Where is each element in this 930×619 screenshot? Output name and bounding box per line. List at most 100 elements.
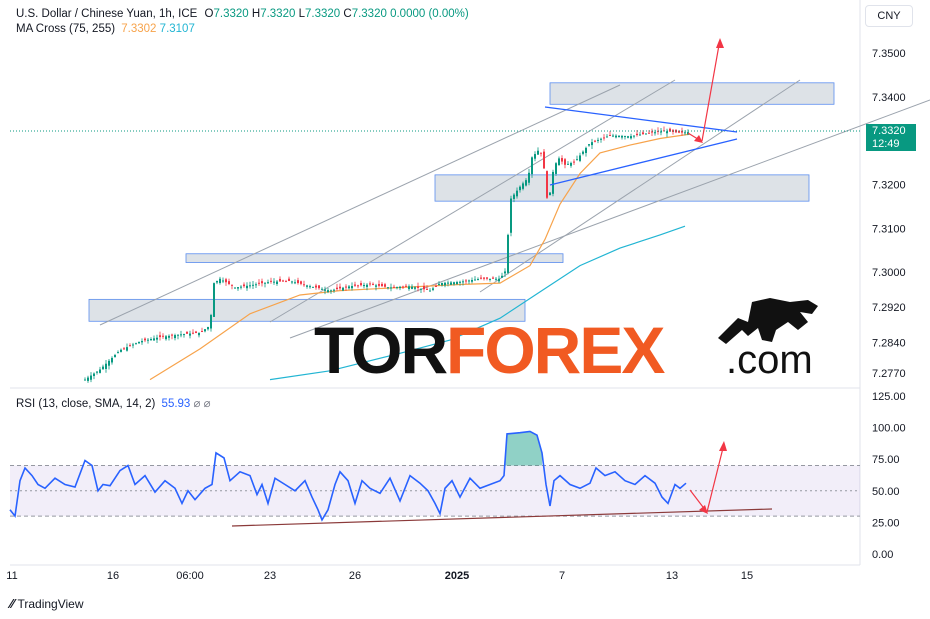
candle-body	[558, 158, 560, 166]
candle-body	[408, 286, 410, 290]
candle-body	[342, 287, 344, 291]
ma-label[interactable]: MA Cross (75, 255)	[16, 23, 116, 35]
candle-body	[189, 333, 191, 336]
candle-body	[591, 142, 593, 146]
price-axis: 7.3500 7.3400 7.3200 7.3100 7.3000 7.2920 7.28…	[872, 48, 906, 380]
candle-body	[648, 132, 650, 134]
candle-body	[285, 281, 287, 283]
candle-body	[237, 287, 239, 289]
rsi-line	[9, 430, 687, 522]
candle-body	[507, 234, 509, 273]
candle-body	[117, 352, 119, 354]
support-resistance-zone[interactable]	[185, 253, 564, 263]
candle-body	[240, 286, 242, 288]
candle-body	[450, 282, 452, 285]
candle-body	[150, 339, 152, 341]
candles	[84, 126, 689, 383]
candle-body	[396, 287, 398, 289]
price-tick-label: 7.3400	[872, 92, 906, 104]
candle-body	[357, 285, 359, 287]
candle-body	[84, 379, 86, 381]
time-tick-label: 11	[6, 570, 17, 582]
symbol-title[interactable]: U.S. Dollar / Chinese Yuan, 1h, ICE	[16, 8, 198, 20]
candle-body	[105, 363, 107, 369]
candle-body	[441, 283, 443, 286]
candle-body	[669, 128, 671, 132]
candle-body	[279, 278, 281, 282]
currency-button[interactable]: CNY	[865, 5, 913, 27]
channel-line	[479, 79, 801, 293]
arrow-up-line	[701, 44, 720, 142]
candle-body	[318, 285, 320, 289]
candle-body	[351, 286, 353, 289]
bull-icon	[718, 298, 818, 344]
price-tick-label: 7.3100	[872, 223, 906, 235]
candle-body	[93, 373, 95, 377]
candle-body	[489, 278, 491, 280]
candle-body	[183, 334, 185, 336]
candle-body	[570, 162, 572, 166]
time-tick-label: 7	[559, 570, 565, 582]
time-tick-label: 15	[741, 570, 753, 582]
candle-body	[90, 375, 92, 380]
rsi-overbought-fill	[504, 431, 542, 466]
candle-body	[435, 285, 437, 287]
candle-body	[540, 152, 542, 154]
low-label: L	[298, 8, 305, 20]
candle-body	[573, 161, 575, 163]
arrow-down-head	[694, 135, 703, 143]
candle-body	[546, 171, 548, 198]
candle-body	[585, 147, 587, 153]
candle-body	[438, 283, 440, 286]
candle-body	[315, 285, 317, 288]
candle-body	[369, 283, 371, 285]
candle-body	[276, 281, 278, 285]
wedge-lines	[544, 106, 738, 186]
candle-body	[387, 287, 389, 289]
candle-body	[372, 283, 374, 285]
price-tick-label: 7.3000	[872, 267, 906, 279]
candle-body	[444, 282, 446, 286]
candle-body	[102, 366, 104, 370]
candle-body	[270, 280, 272, 282]
candle-body	[615, 135, 617, 138]
candle-body	[477, 279, 479, 281]
candle-body	[108, 360, 110, 366]
candle-body	[612, 135, 614, 137]
candle-body	[243, 284, 245, 287]
candle-body	[630, 136, 632, 139]
candle-body	[312, 286, 314, 288]
candle-body	[135, 343, 137, 345]
candle-body	[378, 284, 380, 286]
candle-body	[624, 136, 626, 138]
support-resistance-zone[interactable]	[434, 174, 810, 202]
candle-body	[600, 138, 602, 140]
candle-body	[231, 284, 233, 286]
support-resistance-zone[interactable]	[549, 82, 835, 105]
candle-body	[162, 335, 164, 337]
candle-body	[519, 186, 521, 191]
time-axis: 11 16 06:00 23 26 2025 7 13 15	[6, 570, 753, 582]
candle-body	[321, 288, 323, 290]
candle-body	[537, 150, 539, 155]
channel-lines	[99, 79, 930, 339]
time-tick-label: 2025	[445, 570, 469, 582]
candle-body	[384, 284, 386, 287]
candle-body	[402, 286, 404, 288]
candle-body	[453, 282, 455, 285]
change-value: 0.0000 (0.00%)	[390, 8, 469, 20]
countdown-value: 12:49	[872, 138, 900, 150]
candle-body	[432, 288, 434, 290]
candle-body	[129, 345, 131, 347]
candle-body	[423, 286, 425, 290]
candle-body	[480, 277, 482, 279]
candle-body	[645, 133, 647, 135]
candle-body	[633, 135, 635, 137]
rsi-label[interactable]: RSI (13, close, SMA, 14, 2)	[16, 398, 156, 410]
rsi-support-line	[231, 508, 773, 527]
ma-fast-value: 7.3302	[121, 23, 157, 35]
candle-body	[309, 286, 311, 288]
rsi-axis: 125.00 100.00 75.00 50.00 25.00 0.00	[872, 391, 906, 561]
tradingview-brand[interactable]: ⁄⁄ TradingView	[10, 596, 84, 611]
